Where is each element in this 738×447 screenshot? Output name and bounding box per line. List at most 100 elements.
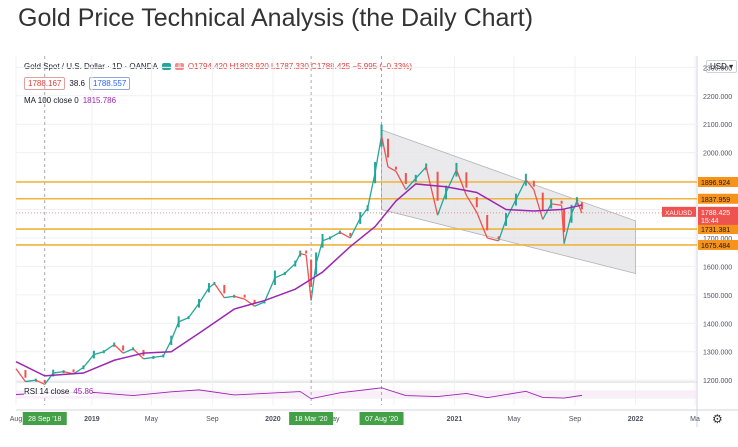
bid-button[interactable]: 1788.167 [24, 77, 66, 90]
price-segment [53, 370, 64, 374]
price-segment [380, 135, 389, 168]
price-tick-label: 1600.000 [703, 264, 732, 271]
price-segment [213, 283, 225, 299]
price-candle [366, 205, 369, 212]
rsi-line [15, 387, 582, 400]
price-candle [560, 200, 563, 204]
price-candle [24, 370, 27, 378]
level-label-bg [698, 239, 738, 250]
rsi-label: RSI 14 close [24, 387, 70, 396]
price-candle [380, 124, 383, 147]
price-segment [35, 379, 46, 386]
price-candle [243, 294, 246, 298]
price-segment [576, 200, 583, 214]
ask-button[interactable]: 1788.557 [88, 77, 131, 90]
price-segment [153, 355, 164, 359]
date-tag-bg [359, 412, 404, 425]
price-segment [315, 240, 324, 264]
level-label: 1837.959 [701, 197, 730, 204]
price-candle [570, 204, 573, 223]
time-tick-label: 2021 [447, 416, 463, 423]
price-tick-label: 1300.000 [703, 350, 732, 357]
moving-average-line [15, 183, 583, 377]
price-segment [263, 277, 276, 303]
price-segment [436, 192, 447, 216]
price-segment [244, 298, 255, 307]
price-candle [213, 281, 216, 285]
price-candle [113, 342, 116, 347]
price-segment [143, 356, 154, 360]
price-segment [224, 295, 235, 299]
price-candle [445, 185, 448, 200]
level-label: 1896.924 [701, 180, 730, 187]
price-candle [207, 283, 210, 293]
price-segment [465, 194, 478, 213]
price-candle [328, 236, 331, 240]
legend-quote-row: 1788.167 38.6 1788.557 [24, 77, 131, 90]
price-segment [415, 166, 427, 179]
price-segment [542, 203, 552, 220]
price-candle [310, 259, 313, 287]
price-candle [514, 193, 517, 206]
legend-ma-row: MA 100 close 0 1815.786 [24, 96, 116, 105]
price-segment [349, 217, 361, 239]
legend-settings-icon[interactable]: ≡ [174, 63, 184, 70]
price-candle [142, 349, 145, 356]
price-candle [359, 212, 362, 225]
ma-value: 1815.786 [82, 96, 117, 105]
price-candle [550, 199, 553, 209]
price-candle [122, 345, 125, 351]
price-segment [515, 179, 527, 200]
level-label-bg [698, 176, 738, 187]
price-candle [52, 369, 55, 377]
price-candle [34, 378, 37, 382]
legend-symbol-row: Gold Spot / U.S. Dollar · 1D · OANDA ≡ O… [24, 62, 412, 71]
price-candle [394, 166, 397, 170]
price-candle [198, 299, 201, 308]
price-candle [532, 180, 535, 187]
price-candle [486, 214, 489, 231]
rsi-value: 45.86 [73, 387, 94, 396]
date-tag: 28 Sep '18 [28, 416, 61, 423]
price-segment [329, 231, 341, 239]
price-candle [82, 365, 85, 370]
price-segment [405, 177, 417, 191]
price-segment [339, 231, 351, 239]
time-tick-label: May [326, 416, 340, 423]
price-candle [374, 161, 377, 184]
price-segment [560, 205, 565, 244]
price-candle [102, 350, 105, 354]
price-candle [162, 354, 165, 358]
eye-icon[interactable] [161, 63, 171, 70]
price-candle [475, 197, 478, 208]
price-candle [349, 232, 352, 237]
price-candle [321, 234, 324, 248]
price-segment [570, 200, 578, 215]
price-segment [505, 199, 517, 220]
price-candle [541, 192, 544, 211]
price-tick-label: 1800.000 [703, 208, 732, 215]
gear-icon[interactable]: ⚙ [712, 412, 723, 426]
price-candle [505, 213, 508, 226]
time-tick-label: May [507, 416, 521, 423]
spread-value: 38.6 [69, 79, 85, 88]
symbol-tag: XAUUSD [665, 210, 692, 217]
price-segment [234, 295, 245, 300]
date-tag: 18 Mar '20 [295, 416, 328, 423]
price-candle [386, 138, 389, 158]
price-segment [367, 172, 376, 209]
time-tick-label: Aug [10, 416, 23, 423]
price-segment [274, 272, 286, 279]
time-tick-label: Sep [569, 416, 582, 423]
date-tag: 07 Aug '20 [365, 416, 398, 423]
time-tick-label: Ma [690, 416, 700, 423]
ma-label: MA 100 close 0 [24, 96, 79, 105]
price-candle [187, 316, 190, 320]
price-candle [436, 171, 439, 201]
level-label: 1675.484 [701, 243, 730, 250]
date-tag-bg [22, 412, 67, 425]
currency-button[interactable]: USD ▾ [706, 60, 738, 73]
price-segment [563, 213, 573, 244]
price-candle [524, 173, 527, 186]
price-segment [254, 301, 265, 307]
